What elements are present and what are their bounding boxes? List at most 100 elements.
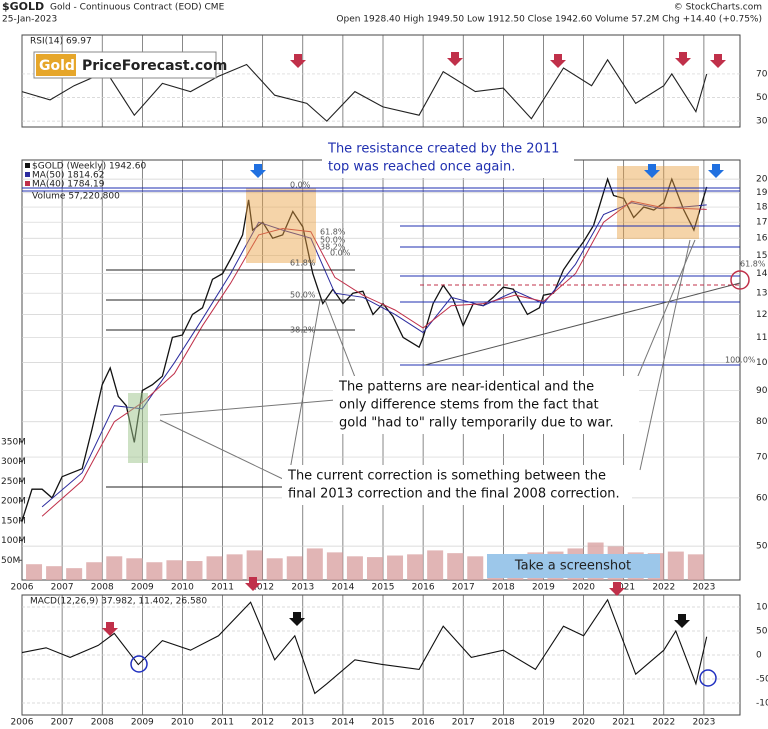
- y-tick-label: 1000: [756, 358, 768, 368]
- legend-swatch: [25, 181, 30, 186]
- arrow: [102, 622, 118, 636]
- volume-bar: [126, 558, 143, 580]
- x-tick-label: 2022: [652, 718, 675, 728]
- volume-tick-label: 350M: [1, 437, 26, 447]
- trend-line: [289, 299, 321, 471]
- logo-site: PriceForecast.com: [82, 58, 227, 74]
- note-line: The patterns are near-identical and the: [338, 380, 594, 395]
- x-tick-label: 2013: [291, 718, 314, 728]
- arrow: [550, 54, 566, 68]
- volume-bar: [266, 558, 283, 580]
- x-tick-label: 2007: [51, 718, 74, 728]
- volume-tick-label: 100M: [1, 536, 26, 546]
- fib-label: 100.0%: [725, 356, 756, 365]
- series-line: [21, 58, 708, 122]
- x-tick-label: 2023: [692, 718, 715, 728]
- volume-bar: [226, 554, 243, 580]
- legend-swatch: [25, 172, 30, 177]
- x-tick-label: 2018: [492, 718, 515, 728]
- highlight-2011: [246, 188, 316, 263]
- arrow: [290, 54, 306, 68]
- volume-bar: [387, 555, 404, 580]
- y-tick-label: 30: [756, 117, 768, 127]
- volume-tick-label: 150M: [1, 516, 26, 526]
- trend-line: [424, 282, 741, 366]
- y-tick-label: 500: [756, 542, 768, 552]
- button-label[interactable]: Take a screenshot: [514, 559, 631, 574]
- arrow: [250, 164, 266, 178]
- volume-tick-label: 300M: [1, 457, 26, 467]
- fib-label: 61.8%: [320, 228, 346, 237]
- note-line: The current correction is something betw…: [287, 469, 606, 484]
- trend-line: [639, 239, 691, 471]
- x-tick-label: 2010: [171, 718, 194, 728]
- fib-label: 38.2%: [290, 326, 316, 335]
- series-line: [41, 202, 707, 508]
- x-tick-label: 2019: [532, 718, 555, 728]
- fib-label: 61.8%: [290, 259, 316, 268]
- y-tick-label: 50: [756, 627, 768, 637]
- volume-legend: Volume 57,220,800: [32, 192, 120, 202]
- volume-tick-label: 250M: [1, 477, 26, 487]
- y-tick-label: 600: [756, 493, 768, 503]
- y-tick-label: 100: [756, 603, 768, 613]
- x-tick-label: 2009: [131, 718, 154, 728]
- x-tick-label: 2023: [692, 583, 715, 593]
- fib-label: 38.2%: [320, 243, 346, 252]
- logo-gold: Gold: [39, 58, 75, 74]
- x-tick-label: 2011: [211, 583, 234, 593]
- y-tick-label: 2000: [756, 175, 768, 185]
- resistance-note: The resistance created by the 2011 top w…: [322, 138, 574, 178]
- y-tick-label: 1200: [756, 310, 768, 320]
- source: © StockCharts.com: [674, 3, 762, 13]
- series-line: [21, 598, 708, 695]
- y-tick-label: 50: [756, 93, 768, 103]
- volume-tick-label: 50M: [1, 556, 20, 566]
- y-tick-label: -50: [756, 675, 768, 685]
- note-line: final 2013 correction and the final 2008…: [288, 487, 620, 502]
- y-tick-label: 700: [756, 453, 768, 463]
- volume-bar: [46, 566, 63, 580]
- x-tick-label: 2007: [51, 583, 74, 593]
- volume-bar: [326, 552, 343, 580]
- volume-bar: [346, 556, 363, 580]
- fib-label: 61.8%: [740, 260, 766, 269]
- symbol: $GOLD: [2, 0, 44, 13]
- arrow: [674, 614, 690, 628]
- y-tick-label: 1300: [756, 289, 768, 299]
- x-tick-label: 2012: [251, 583, 274, 593]
- volume-bar: [306, 548, 323, 580]
- note-line: gold "had to" rally temporarily due to w…: [339, 416, 614, 431]
- fib-label: 50.0%: [290, 291, 316, 300]
- x-tick-label: 2013: [291, 583, 314, 593]
- volume-bar: [26, 564, 43, 580]
- note-line: top was reached once again.: [328, 160, 515, 175]
- legend-label: $GOLD (Weekly) 1942.60: [32, 162, 146, 172]
- instrument-name: Gold - Continuous Contract (EOD) CME: [50, 3, 225, 13]
- fib-label: 0.0%: [330, 249, 351, 258]
- volume-bar: [687, 554, 704, 580]
- x-tick-label: 2011: [211, 718, 234, 728]
- trend-line: [324, 299, 361, 391]
- volume-bar: [106, 556, 123, 580]
- y-tick-label: 1400: [756, 269, 768, 279]
- marker-circle: [730, 270, 750, 290]
- volume-bar: [407, 554, 424, 580]
- volume-bar: [86, 562, 103, 580]
- volume-bar: [447, 553, 464, 580]
- x-tick-label: 2009: [131, 583, 154, 593]
- screenshot-button[interactable]: Take a screenshot: [487, 554, 660, 578]
- x-tick-label: 2021: [612, 718, 635, 728]
- arrow: [644, 164, 660, 178]
- marker-circle: [699, 669, 717, 687]
- button-bg[interactable]: [487, 554, 660, 578]
- volume-bar: [467, 556, 484, 580]
- quote: Open 1928.40 High 1949.50 Low 1912.50 Cl…: [336, 15, 762, 25]
- y-tick-label: 1100: [756, 333, 768, 343]
- logo-badge: [36, 54, 76, 76]
- arrow: [710, 54, 726, 68]
- x-tick-label: 2017: [452, 718, 475, 728]
- arrow: [609, 582, 625, 596]
- volume-bar: [166, 560, 183, 580]
- arrow: [708, 164, 724, 178]
